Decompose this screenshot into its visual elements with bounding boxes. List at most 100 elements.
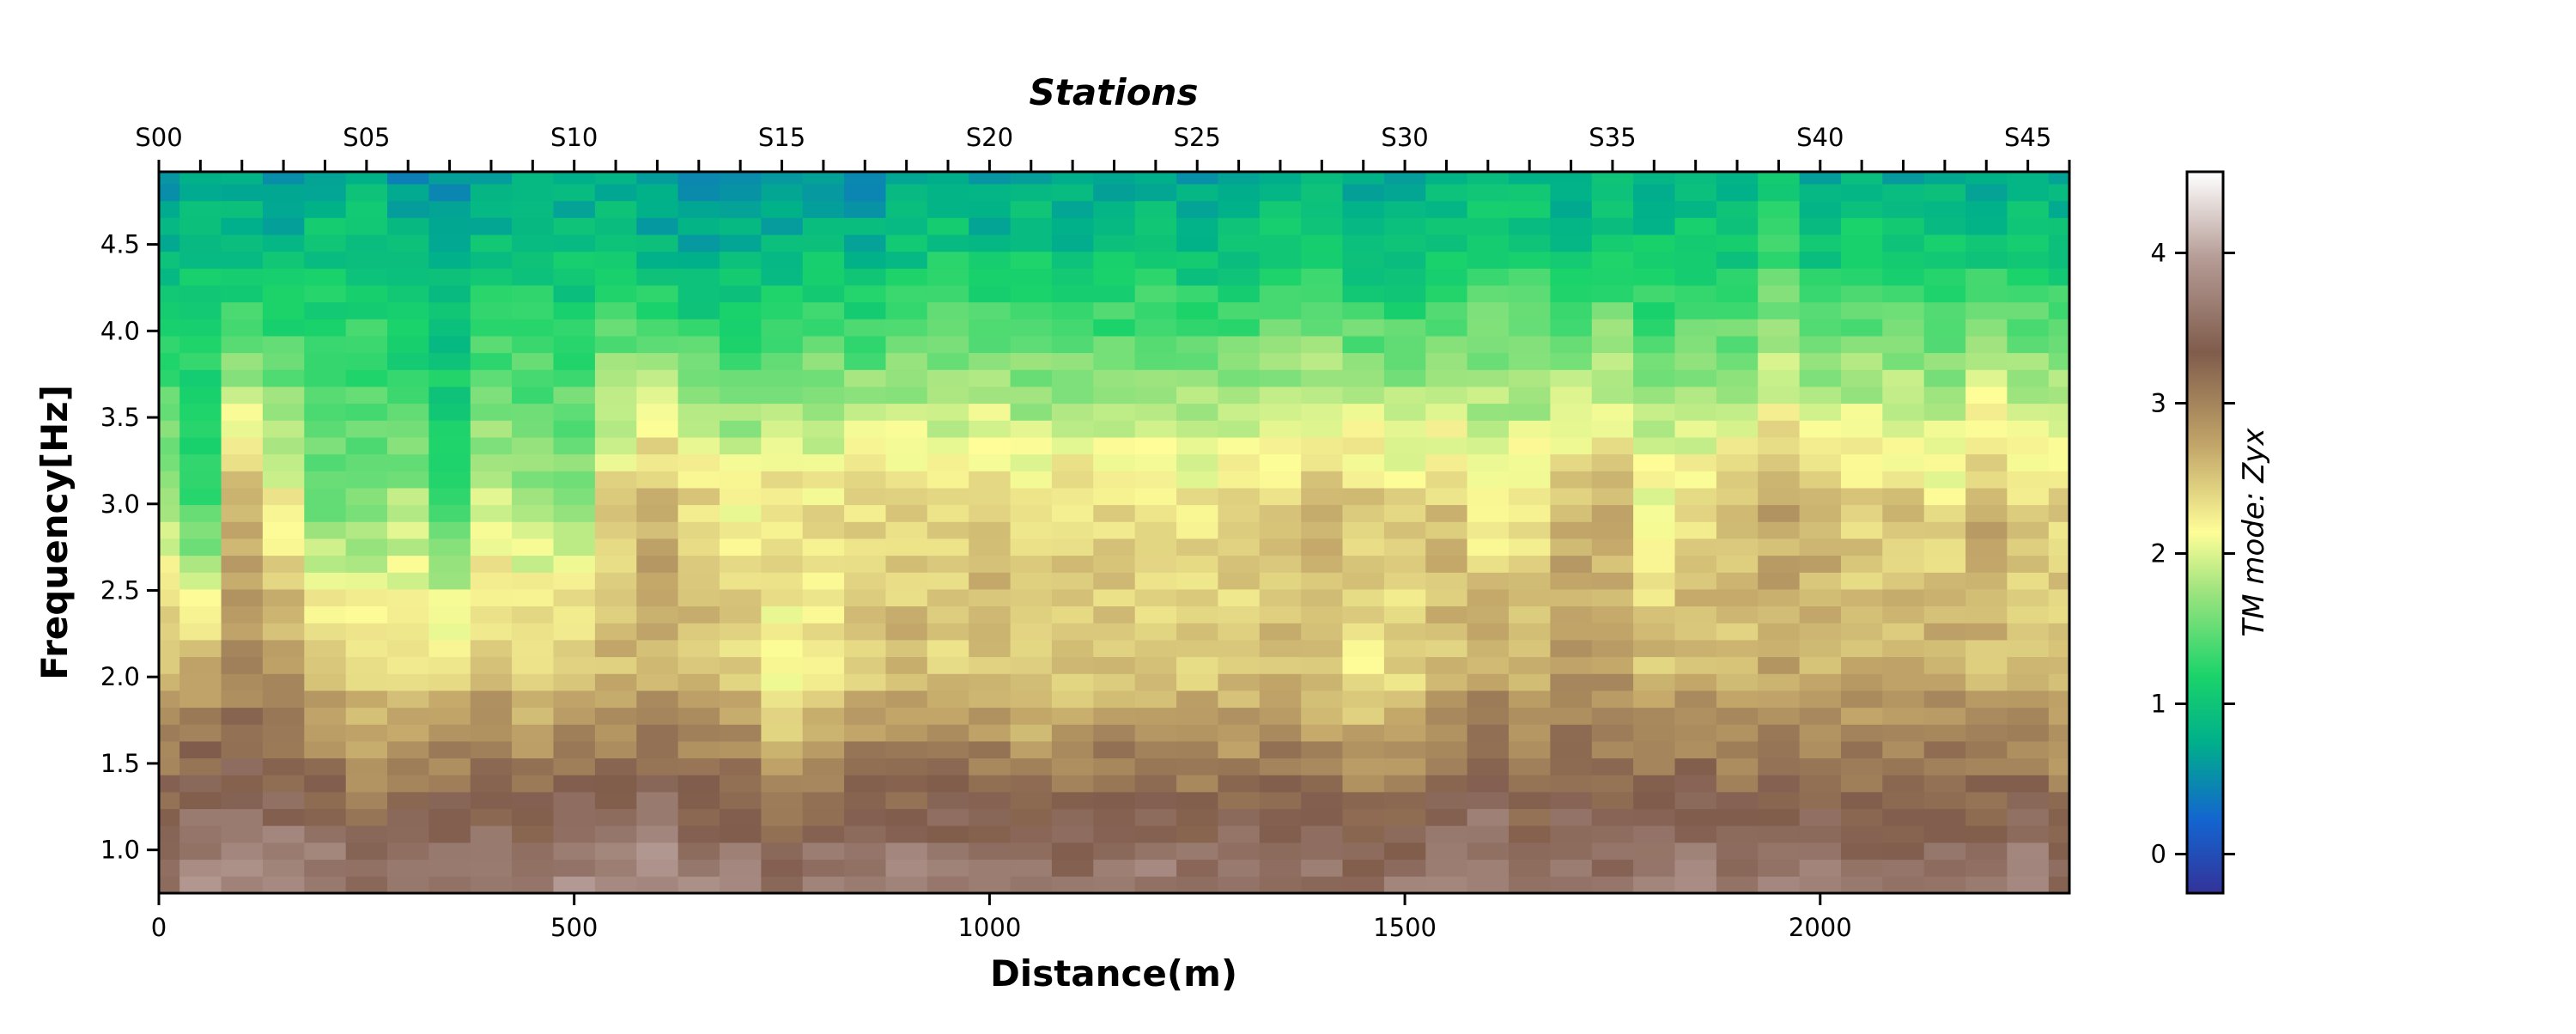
heatmap-cell <box>262 572 305 590</box>
heatmap-cell <box>553 555 596 573</box>
heatmap-cell <box>844 639 887 658</box>
heatmap-cell <box>470 369 513 387</box>
heatmap-cell <box>761 656 804 674</box>
heatmap-cell <box>802 200 845 218</box>
heatmap-cell <box>761 724 804 742</box>
heatmap-cell <box>1716 876 1759 894</box>
heatmap-cell <box>927 436 969 455</box>
heatmap-cell <box>1259 859 1302 877</box>
heatmap-cell <box>1051 471 1094 489</box>
heatmap-cell <box>221 757 264 776</box>
heatmap-cell <box>1633 740 1676 759</box>
heatmap-cell <box>1923 775 1966 793</box>
heatmap-cell <box>1965 471 2008 489</box>
heatmap-cell <box>1176 521 1219 539</box>
heatmap-cell <box>1758 555 1801 573</box>
heatmap-cell <box>720 200 762 218</box>
heatmap-cell <box>428 301 471 319</box>
heatmap-cell <box>636 775 679 793</box>
heatmap-cell <box>159 605 180 623</box>
heatmap-cell <box>221 859 264 877</box>
heatmap-cell <box>262 453 305 471</box>
heatmap-cell <box>1509 808 1551 826</box>
heatmap-cell <box>761 690 804 709</box>
heatmap-cell <box>1758 842 1801 861</box>
heatmap-cell <box>470 453 513 471</box>
heatmap-cell <box>1010 420 1053 438</box>
heatmap-cell <box>761 808 804 826</box>
heatmap-cell <box>927 555 969 573</box>
heatmap-cell <box>844 284 887 303</box>
heatmap-cell <box>159 504 180 522</box>
heatmap-cell <box>1716 639 1759 658</box>
heatmap-cell <box>1218 487 1261 506</box>
heatmap-cell <box>262 301 305 319</box>
heatmap-cell <box>1550 420 1593 438</box>
heatmap-cell <box>159 791 180 810</box>
heatmap-cell <box>1509 369 1551 387</box>
heatmap-cell <box>262 183 305 202</box>
heatmap-cell <box>470 724 513 742</box>
heatmap-cell <box>512 284 555 303</box>
heatmap-cell <box>1467 521 1510 539</box>
heatmap-cell <box>1134 673 1177 691</box>
heatmap-cell <box>1923 301 1966 319</box>
heatmap-cell <box>1383 319 1426 337</box>
heatmap-cell <box>885 673 928 691</box>
heatmap-cell <box>1799 538 1842 557</box>
heatmap-cell <box>1259 172 1302 185</box>
heatmap-cell <box>1965 369 2008 387</box>
heatmap-cell <box>1550 859 1593 877</box>
heatmap-cell <box>720 775 762 793</box>
heatmap-cell <box>1841 301 1883 319</box>
heatmap-cell <box>1218 504 1261 522</box>
heatmap-cell <box>720 724 762 742</box>
heatmap-cell <box>159 217 180 235</box>
heatmap-cell <box>636 335 679 354</box>
heatmap-cell <box>159 825 180 843</box>
heatmap-cell <box>553 572 596 590</box>
heatmap-cell <box>1259 775 1302 793</box>
heatmap-cell <box>1923 707 1966 725</box>
heatmap-cell <box>1841 673 1883 691</box>
heatmap-cell <box>1176 200 1219 218</box>
heatmap-cell <box>512 453 555 471</box>
heatmap-cell <box>720 471 762 489</box>
heatmap-cell <box>1383 791 1426 810</box>
heatmap-cell <box>761 842 804 861</box>
heatmap-cell <box>802 386 845 404</box>
heatmap-cell <box>1841 842 1883 861</box>
heatmap-cell <box>387 656 429 674</box>
heatmap-cell <box>802 504 845 522</box>
heatmap-cell <box>512 521 555 539</box>
heatmap-cell <box>1467 555 1510 573</box>
heatmap-cell <box>1923 504 1966 522</box>
heatmap-cell <box>1799 673 1842 691</box>
heatmap-cell <box>1591 825 1634 843</box>
heatmap-cell <box>428 251 471 269</box>
heatmap-cell <box>2048 352 2070 370</box>
heatmap-cell <box>636 656 679 674</box>
heatmap-cell <box>677 859 720 877</box>
heatmap-cell <box>1093 605 1136 623</box>
heatmap-cell <box>1841 420 1883 438</box>
heatmap-cell <box>1923 217 1966 235</box>
heatmap-cell <box>802 572 845 590</box>
heatmap-cell <box>1383 572 1426 590</box>
heatmap-cell <box>1218 319 1261 337</box>
heatmap-cell <box>1758 436 1801 455</box>
heatmap-cell <box>1591 183 1634 202</box>
heatmap-cell <box>221 268 264 286</box>
heatmap-cell <box>1425 791 1468 810</box>
heatmap-cell <box>221 605 264 623</box>
heatmap-cell <box>1383 690 1426 709</box>
heatmap-cell <box>802 369 845 387</box>
heatmap-cell <box>1301 234 1344 252</box>
heatmap-cell <box>1799 352 1842 370</box>
heatmap-cell <box>761 436 804 455</box>
heatmap-cell <box>1882 268 1925 286</box>
heatmap-cell <box>844 825 887 843</box>
heatmap-cell <box>720 301 762 319</box>
heatmap-cell <box>470 352 513 370</box>
heatmap-cell <box>159 335 180 354</box>
